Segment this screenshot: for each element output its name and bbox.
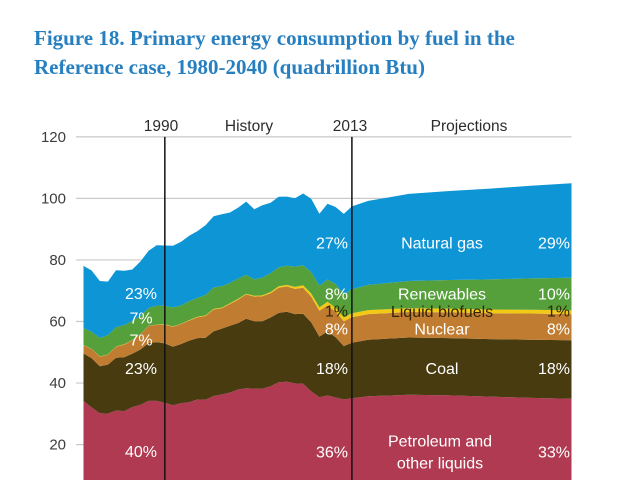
share-2013-renewables: 8% [325, 287, 348, 304]
petroleum-label-line2: other liquids [397, 456, 483, 473]
shares-2013: 27% 8% 1% 8% 18% 36% [316, 236, 348, 462]
figure-title: Figure 18. Primary energy consumption by… [34, 24, 614, 82]
coal-label: Coal [426, 361, 459, 378]
share-2013-nuclear: 8% [325, 322, 348, 339]
timeline-label-projections: Projections [431, 118, 508, 135]
share-2013-biofuels: 1% [325, 304, 348, 321]
timeline-header: 1990 History 2013 Projections [144, 118, 508, 135]
area-petroleum-and-other-liquids [83, 381, 572, 480]
liquid-biofuels-label: Liquid biofuels [391, 304, 493, 321]
area-nuclear [83, 286, 572, 367]
share-1990-renewables: 7% [129, 311, 152, 328]
area-coal [83, 311, 572, 414]
petroleum-label-line1: Petroleum and [388, 434, 492, 451]
share-1990-coal: 23% [125, 361, 157, 378]
area-natural-gas [83, 183, 572, 338]
shares-2040: 29% 10% 1% 8% 18% 33% [538, 236, 570, 462]
timeline-label-1990: 1990 [144, 118, 179, 135]
share-2013-petroleum: 36% [316, 445, 348, 462]
share-2013-coal: 18% [316, 361, 348, 378]
natural-gas-label: Natural gas [401, 236, 483, 253]
y-tick-label-120: 120 [41, 129, 66, 146]
share-2040-renewables: 10% [538, 287, 570, 304]
timeline-label-history: History [225, 118, 273, 135]
share-2040-biofuels: 1% [547, 304, 570, 321]
figure-title-line2: Reference case, 1980-2040 (quadrillion B… [34, 55, 425, 79]
share-1990-natural-gas: 23% [125, 286, 157, 303]
share-2040-petroleum: 33% [538, 445, 570, 462]
renewables-label: Renewables [398, 287, 486, 304]
share-1990-petroleum: 40% [125, 444, 157, 461]
divider-lines [164, 136, 353, 480]
y-tick-label-20: 20 [49, 437, 66, 454]
share-2040-nuclear: 8% [547, 322, 570, 339]
y-tick-label-40: 40 [49, 375, 66, 392]
shares-1990: 23% 7% 7% 23% 40% [125, 286, 157, 461]
nuclear-label: Nuclear [414, 322, 470, 339]
timeline-label-2013: 2013 [333, 118, 367, 135]
area-series [83, 183, 572, 480]
area-renewables [83, 265, 572, 357]
share-2040-natural-gas: 29% [538, 236, 570, 253]
share-2013-natural-gas: 27% [316, 236, 348, 253]
y-tick-label-80: 80 [49, 252, 66, 269]
share-1990-nuclear: 7% [129, 333, 152, 350]
y-tick-label-60: 60 [49, 314, 66, 331]
series-labels: Natural gas Renewables Liquid biofuels N… [388, 236, 493, 473]
figure-title-line1: Figure 18. Primary energy consumption by… [34, 26, 515, 50]
y-axis: 120 100 80 60 40 20 [41, 129, 66, 454]
share-2040-coal: 18% [538, 361, 570, 378]
y-tick-label-100: 100 [41, 190, 66, 207]
